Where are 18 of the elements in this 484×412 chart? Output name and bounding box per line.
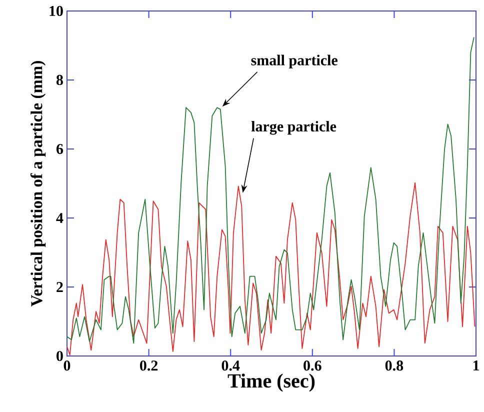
y-axis-title: Vertical position of a particle (mm) [30, 61, 46, 306]
x-tick-label: 0.8 [385, 360, 404, 371]
y-tick-label: 0 [56, 350, 63, 362]
y-tick-label: 6 [56, 144, 64, 154]
y-tick-label: 2 [56, 282, 63, 292]
line-series [67, 182, 476, 356]
x-tick-label: 0.2 [140, 360, 158, 371]
y-tick-label: 10 [50, 6, 63, 16]
y-tick-label: 8 [56, 74, 63, 86]
x-tick-label: 1 [473, 360, 479, 370]
line-series [67, 36, 474, 344]
x-tick-label: 0.4 [222, 360, 240, 371]
x-tick-label: 0 [64, 360, 70, 371]
x-tick-label: 0.6 [304, 360, 322, 371]
y-tick-label: 4 [56, 213, 64, 223]
x-axis-title: Time (sec) [228, 374, 315, 392]
annotation: large particle [251, 120, 336, 135]
annotation: small particle [251, 54, 338, 68]
